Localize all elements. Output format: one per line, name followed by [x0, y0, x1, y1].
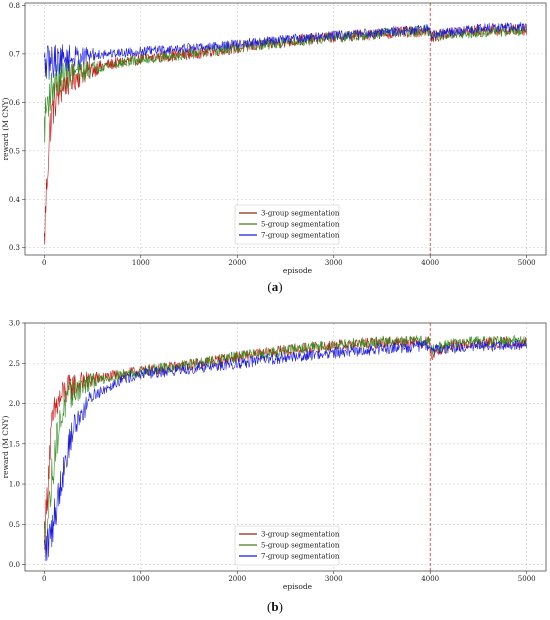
x-tick-label: 5000	[518, 575, 536, 583]
plot-frame	[24, 322, 547, 572]
legend: 3-group segmentation 5-group segmentation…	[234, 525, 340, 566]
caption-a-letter: a	[272, 279, 279, 294]
y-axis-label: reward (M CNY)	[1, 416, 10, 479]
series-line-3	[44, 22, 527, 80]
legend-label: 3-group segmentation	[261, 210, 340, 218]
plot-frame	[24, 2, 547, 256]
y-tick-label: 1.5	[9, 440, 20, 448]
y-axis-label: reward (M CNY)	[1, 98, 10, 161]
series-group	[44, 22, 527, 245]
x-tick-label: 0	[42, 259, 46, 267]
legend: 3-group segmentation 5-group segmentation…	[234, 204, 340, 245]
y-tick-label: 1.0	[9, 481, 20, 489]
y-tick-label: 0.5	[9, 147, 20, 155]
y-tick-label: 0.8	[9, 2, 20, 10]
legend-box	[234, 204, 340, 245]
chart-panel-b: 0 1000 2000 3000 4000 5000 0.0 0.5 1.0 1.5 2.0 2.5 3…	[1, 320, 547, 591]
caption-a: (a)	[267, 279, 282, 294]
x-tick-label: 0	[42, 575, 46, 583]
y-tick-label: 3.0	[9, 320, 20, 328]
x-tick-label: 3000	[325, 259, 343, 267]
series-line-3	[44, 339, 527, 562]
legend-label: 5-group segmentation	[261, 542, 340, 550]
y-tick-label: 0.0	[9, 561, 20, 569]
x-tick-label: 4000	[421, 575, 439, 583]
x-tick-label: 1000	[132, 259, 150, 267]
legend-label: 5-group segmentation	[261, 221, 340, 229]
x-tick-label: 5000	[518, 259, 536, 267]
y-tick-label: 2.5	[9, 360, 20, 368]
x-tick-label: 3000	[325, 575, 343, 583]
x-tick-label: 2000	[228, 259, 246, 267]
legend-label: 7-group segmentation	[261, 553, 340, 561]
chart-panel-a: 0 1000 2000 3000 4000 5000 0.3 0.4 0.5 0.6 0.7 0.8 e…	[1, 2, 547, 275]
y-tick-label: 2.0	[9, 400, 20, 408]
series-line-1	[44, 336, 527, 551]
x-axis-label: episode	[283, 582, 313, 591]
series-line-2	[44, 335, 527, 549]
legend-label: 3-group segmentation	[261, 531, 340, 539]
x-axis-label: episode	[283, 266, 313, 275]
legend-label: 7-group segmentation	[261, 232, 340, 240]
y-tick-label: 0.6	[9, 99, 21, 107]
y-tick-label: 0.4	[9, 196, 21, 204]
x-tick-label: 4000	[421, 259, 439, 267]
legend-box	[234, 525, 340, 566]
y-tick-label: 0.5	[9, 521, 20, 529]
x-tick-label: 1000	[132, 575, 150, 583]
series-group	[44, 335, 527, 562]
caption-b-letter: b	[271, 599, 278, 614]
x-tick-label: 2000	[228, 575, 246, 583]
caption-b: (b)	[267, 599, 283, 614]
y-tick-label: 0.7	[9, 50, 20, 58]
y-tick-label: 0.3	[9, 244, 20, 252]
